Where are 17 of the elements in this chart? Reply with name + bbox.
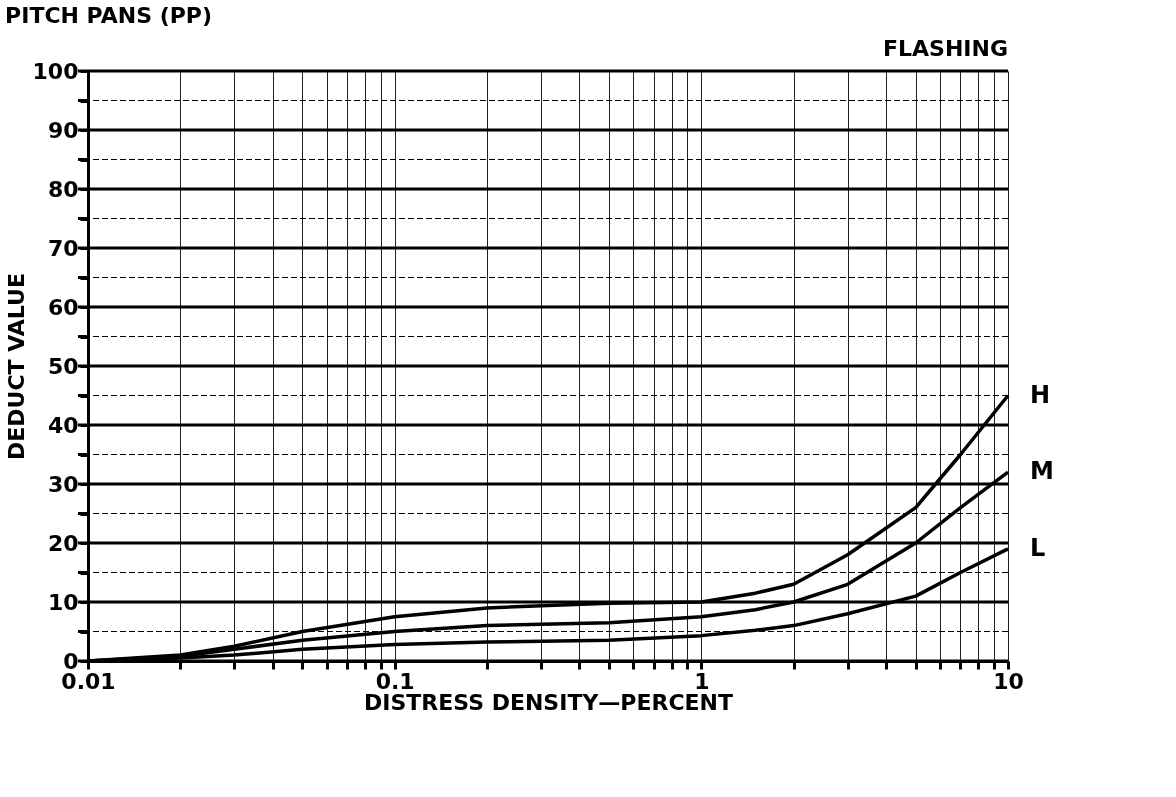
series-label: L <box>1030 533 1046 562</box>
chart-title: PITCH PANS (PP) <box>5 3 213 28</box>
y-tick-label: 30 <box>47 471 79 497</box>
y-tick-label: 90 <box>47 117 79 143</box>
y-tick-label: 100 <box>32 58 79 84</box>
series-label: H <box>1030 380 1051 409</box>
text: FLASHING <box>883 36 1008 61</box>
y-tick-label: 80 <box>47 176 79 202</box>
y-tick-label: 50 <box>47 353 79 379</box>
y-tick-label: 10 <box>47 589 79 615</box>
y-axis-title: DEDUCT VALUE <box>3 273 29 460</box>
y-tick-label: 70 <box>47 235 79 261</box>
y-tick-label: 20 <box>47 530 79 556</box>
y-tick-label: 60 <box>47 294 79 320</box>
y-tick-label: 40 <box>47 412 79 438</box>
x-tick-label: 10 <box>993 668 1024 694</box>
series-label: M <box>1030 457 1054 486</box>
